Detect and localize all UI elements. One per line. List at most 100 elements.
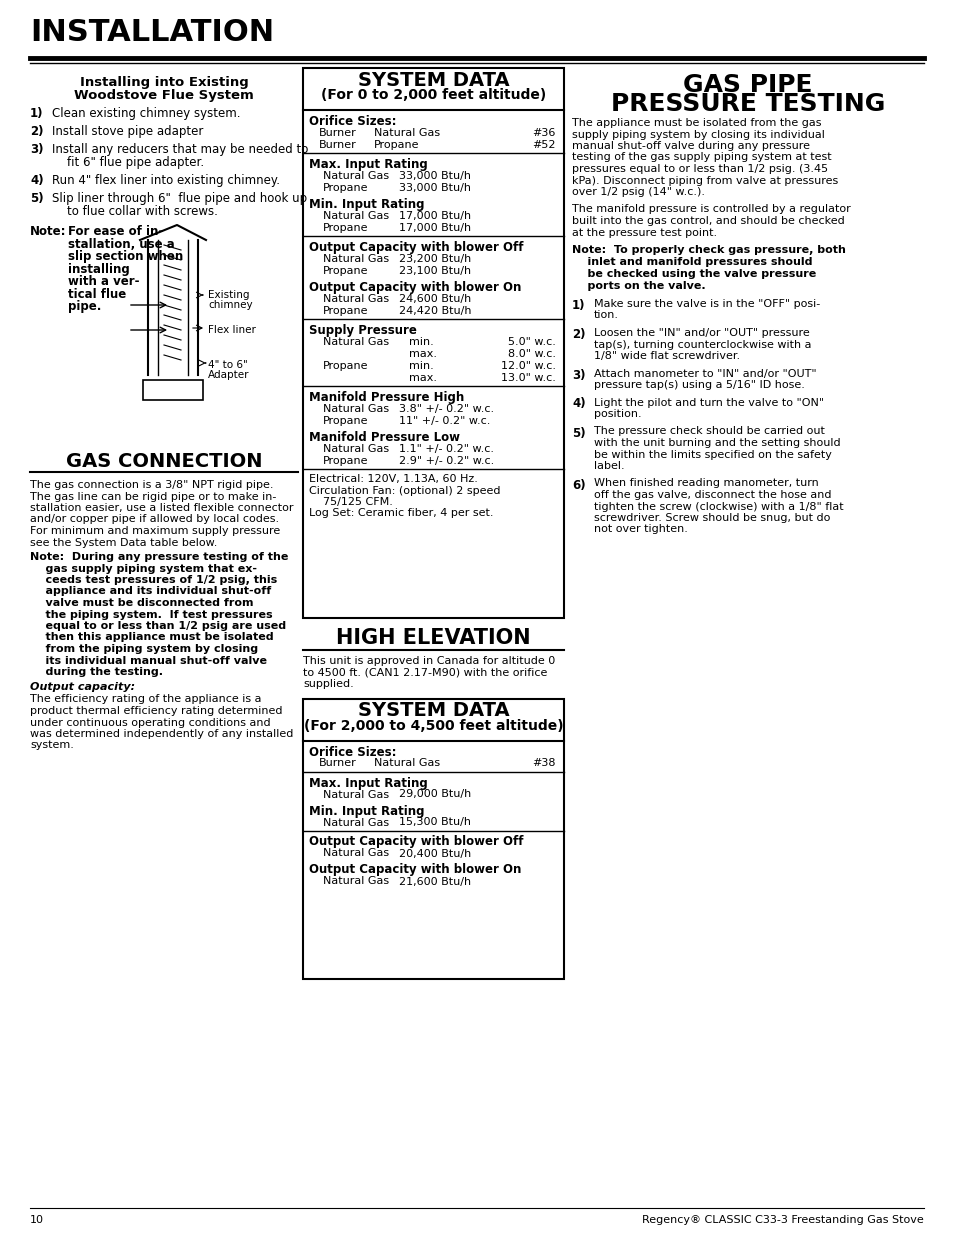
Text: product thermal efficiency rating determined: product thermal efficiency rating determ… (30, 706, 282, 716)
Text: The efficiency rating of the appliance is a: The efficiency rating of the appliance i… (30, 694, 261, 704)
Text: not over tighten.: not over tighten. (594, 525, 687, 535)
Text: label.: label. (594, 461, 624, 471)
Text: 2.9" +/- 0.2" w.c.: 2.9" +/- 0.2" w.c. (398, 456, 494, 466)
Text: 5): 5) (30, 191, 44, 205)
Text: GAS PIPE: GAS PIPE (682, 73, 812, 98)
Text: 12.0" w.c.: 12.0" w.c. (500, 361, 556, 370)
Text: Output Capacity with blower Off: Output Capacity with blower Off (309, 241, 523, 254)
Text: pressure tap(s) using a 5/16" ID hose.: pressure tap(s) using a 5/16" ID hose. (594, 380, 804, 390)
Text: Propane: Propane (323, 183, 368, 193)
Text: HIGH ELEVATION: HIGH ELEVATION (335, 629, 530, 648)
Text: pipe.: pipe. (68, 300, 101, 312)
Text: When finished reading manometer, turn: When finished reading manometer, turn (594, 478, 818, 489)
Text: For minimum and maximum supply pressure: For minimum and maximum supply pressure (30, 526, 280, 536)
Text: the piping system.  If test pressures: the piping system. If test pressures (30, 610, 273, 620)
Text: 11" +/- 0.2" w.c.: 11" +/- 0.2" w.c. (398, 416, 490, 426)
Text: For ease of in-: For ease of in- (68, 225, 163, 238)
Text: Output Capacity with blower Off: Output Capacity with blower Off (309, 836, 523, 848)
Text: with the unit burning and the setting should: with the unit burning and the setting sh… (594, 438, 840, 448)
Text: 75/125 CFM.: 75/125 CFM. (309, 496, 393, 508)
Text: 17,000 Btu/h: 17,000 Btu/h (398, 224, 471, 233)
Text: Natural Gas: Natural Gas (323, 789, 389, 799)
Text: Output Capacity with blower On: Output Capacity with blower On (309, 863, 521, 877)
Text: tighten the screw (clockwise) with a 1/8" flat: tighten the screw (clockwise) with a 1/8… (594, 501, 842, 511)
Text: ports on the valve.: ports on the valve. (572, 282, 705, 291)
Text: max.: max. (409, 373, 436, 383)
Text: its individual manual shut-off valve: its individual manual shut-off valve (30, 656, 267, 666)
Text: Min. Input Rating: Min. Input Rating (309, 804, 424, 818)
Text: with a ver-: with a ver- (68, 275, 139, 288)
Text: Natural Gas: Natural Gas (323, 818, 389, 827)
Text: Manifold Pressure High: Manifold Pressure High (309, 391, 464, 404)
Text: over 1/2 psig (14" w.c.).: over 1/2 psig (14" w.c.). (572, 186, 704, 198)
Text: Propane: Propane (323, 416, 368, 426)
Text: Propane: Propane (323, 306, 368, 316)
Text: Light the pilot and turn the valve to "ON": Light the pilot and turn the valve to "O… (594, 398, 823, 408)
Text: pressures equal to or less than 1/2 psig. (3.45: pressures equal to or less than 1/2 psig… (572, 164, 827, 174)
Text: 5): 5) (572, 426, 585, 440)
Text: from the piping system by closing: from the piping system by closing (30, 643, 258, 655)
Text: position.: position. (594, 409, 641, 419)
Text: Electrical: 120V, 1.13A, 60 Hz.: Electrical: 120V, 1.13A, 60 Hz. (309, 474, 477, 484)
Text: was determined independently of any installed: was determined independently of any inst… (30, 729, 294, 739)
Bar (143, 380, 203, 400)
Text: Install any reducers that may be needed to: Install any reducers that may be needed … (52, 143, 308, 156)
Text: 6): 6) (572, 478, 585, 492)
Text: slip section when: slip section when (68, 249, 183, 263)
Text: GAS CONNECTION: GAS CONNECTION (66, 452, 262, 471)
Text: appliance and its individual shut-off: appliance and its individual shut-off (30, 587, 271, 597)
Text: #38: #38 (532, 758, 556, 768)
Text: ceeds test pressures of 1/2 psig, this: ceeds test pressures of 1/2 psig, this (30, 576, 277, 585)
Text: Natural Gas: Natural Gas (323, 337, 389, 347)
Text: stallation easier, use a listed flexible connector: stallation easier, use a listed flexible… (30, 503, 294, 513)
Text: under continuous operating conditions and: under continuous operating conditions an… (30, 718, 271, 727)
Text: SYSTEM DATA: SYSTEM DATA (357, 701, 509, 720)
Text: kPa). Disconnect piping from valve at pressures: kPa). Disconnect piping from valve at pr… (572, 175, 838, 185)
Text: Natural Gas: Natural Gas (323, 445, 389, 454)
Text: see the System Data table below.: see the System Data table below. (30, 537, 217, 547)
Text: be within the limits specified on the safety: be within the limits specified on the sa… (594, 450, 831, 459)
Text: Natural Gas: Natural Gas (323, 211, 389, 221)
Text: to 4500 ft. (CAN1 2.17-M90) with the orifice: to 4500 ft. (CAN1 2.17-M90) with the ori… (303, 667, 547, 678)
Text: Regency® CLASSIC C33-3 Freestanding Gas Stove: Regency® CLASSIC C33-3 Freestanding Gas … (641, 1215, 923, 1225)
Text: Adapter: Adapter (208, 370, 250, 380)
Text: Propane: Propane (323, 361, 368, 370)
Text: 33,000 Btu/h: 33,000 Btu/h (398, 183, 471, 193)
Text: Installing into Existing: Installing into Existing (79, 77, 248, 89)
Text: min.: min. (409, 361, 434, 370)
Text: Propane: Propane (323, 224, 368, 233)
Text: The gas line can be rigid pipe or to make in-: The gas line can be rigid pipe or to mak… (30, 492, 276, 501)
Text: INSTALLATION: INSTALLATION (30, 19, 274, 47)
Text: Woodstove Flue System: Woodstove Flue System (74, 89, 253, 103)
Text: The manifold pressure is controlled by a regulator: The manifold pressure is controlled by a… (572, 205, 850, 215)
Text: stallation, use a: stallation, use a (68, 237, 174, 251)
Text: Log Set: Ceramic fiber, 4 per set.: Log Set: Ceramic fiber, 4 per set. (309, 509, 493, 519)
Text: 3): 3) (572, 368, 585, 382)
Text: Output capacity:: Output capacity: (30, 683, 135, 693)
Text: Make sure the valve is in the "OFF" posi-: Make sure the valve is in the "OFF" posi… (594, 299, 820, 309)
Text: 29,000 Btu/h: 29,000 Btu/h (398, 789, 471, 799)
Text: 3): 3) (30, 143, 44, 156)
Bar (303, 699, 563, 978)
Text: 23,200 Btu/h: 23,200 Btu/h (398, 254, 471, 264)
Text: The pressure check should be carried out: The pressure check should be carried out (594, 426, 824, 436)
Text: then this appliance must be isolated: then this appliance must be isolated (30, 632, 274, 642)
Text: tap(s), turning counterclockwise with a: tap(s), turning counterclockwise with a (594, 340, 811, 350)
Bar (303, 68, 563, 618)
Text: 1.1" +/- 0.2" w.c.: 1.1" +/- 0.2" w.c. (398, 445, 494, 454)
Text: Burner: Burner (318, 140, 356, 149)
Text: Burner: Burner (318, 758, 356, 768)
Text: 23,100 Btu/h: 23,100 Btu/h (398, 266, 471, 275)
Text: 15,300 Btu/h: 15,300 Btu/h (398, 818, 471, 827)
Text: Natural Gas: Natural Gas (323, 294, 389, 304)
Text: 4): 4) (30, 174, 44, 186)
Text: The appliance must be isolated from the gas: The appliance must be isolated from the … (572, 119, 821, 128)
Text: gas supply piping system that ex-: gas supply piping system that ex- (30, 563, 256, 573)
Text: tical flue: tical flue (68, 288, 126, 300)
Text: Output Capacity with blower On: Output Capacity with blower On (309, 282, 521, 294)
Text: 3.8" +/- 0.2" w.c.: 3.8" +/- 0.2" w.c. (398, 404, 494, 414)
Text: 2): 2) (572, 329, 585, 341)
Text: Clean existing chimney system.: Clean existing chimney system. (52, 107, 240, 120)
Text: Attach manometer to "IN" and/or "OUT": Attach manometer to "IN" and/or "OUT" (594, 368, 816, 378)
Text: fit 6" flue pipe adapter.: fit 6" flue pipe adapter. (52, 156, 204, 169)
